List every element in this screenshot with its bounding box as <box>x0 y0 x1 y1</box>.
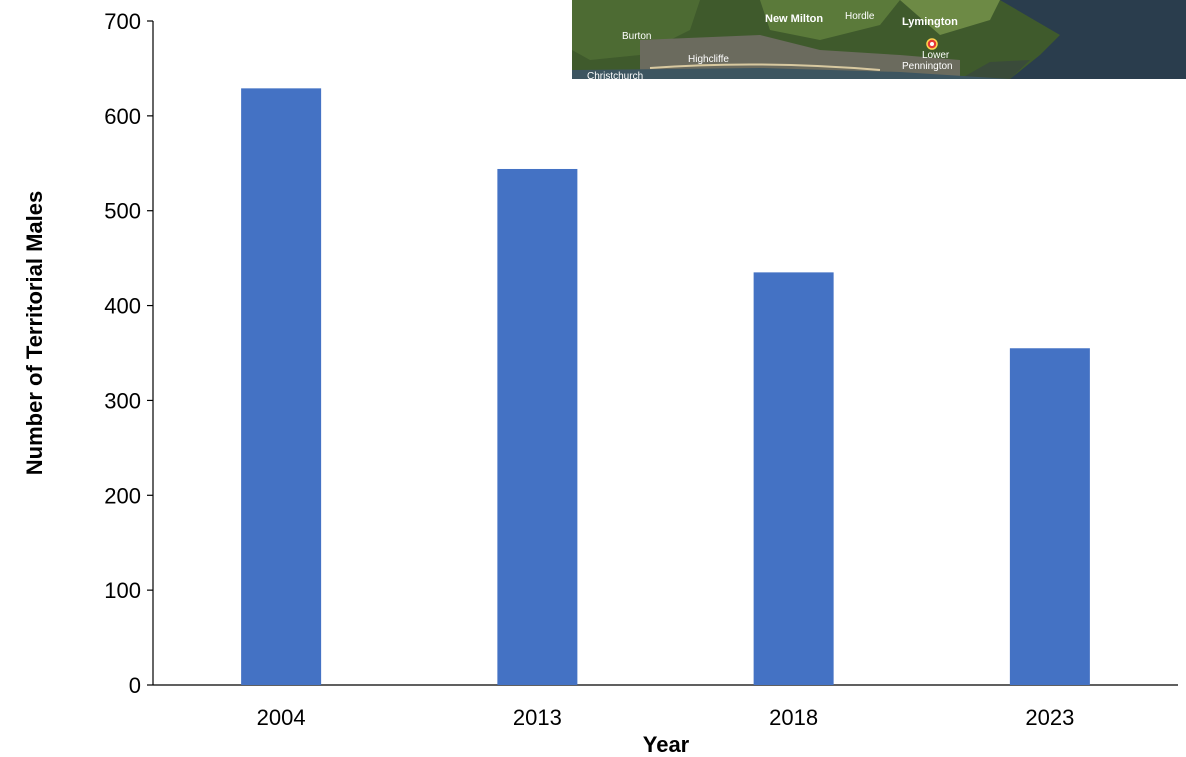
map-label-new-milton: New Milton <box>765 13 823 25</box>
y-tick-label: 200 <box>104 483 141 508</box>
bar-2023 <box>1009 348 1090 685</box>
map-label-lower-pennington: Lower Pennington <box>902 50 953 72</box>
y-tick-label: 0 <box>129 673 141 698</box>
y-tick-label: 700 <box>104 9 141 34</box>
bar-2004 <box>241 88 322 685</box>
map-inset: New Milton Hordle Burton Highcliffe Chri… <box>572 0 1186 82</box>
x-axis-title: Year <box>643 732 690 757</box>
map-label-hordle: Hordle <box>845 11 875 22</box>
map-label-highcliffe: Highcliffe <box>688 54 729 65</box>
map-pin-icon <box>926 38 938 50</box>
y-axis-ticks: 0 100 200 300 400 500 600 700 <box>104 9 153 698</box>
bar-2018 <box>753 272 834 685</box>
bar-2013 <box>497 168 578 685</box>
x-tick-label: 2023 <box>1025 705 1074 730</box>
y-tick-label: 400 <box>104 294 141 319</box>
x-tick-label: 2013 <box>513 705 562 730</box>
y-axis-title: Number of Territorial Males <box>22 191 47 475</box>
x-tick-label: 2004 <box>257 705 306 730</box>
x-tick-label: 2018 <box>769 705 818 730</box>
map-label-lymington: Lymington <box>902 16 958 28</box>
bars <box>241 88 1090 685</box>
y-tick-label: 300 <box>104 388 141 413</box>
map-label-burton: Burton <box>622 31 651 42</box>
y-tick-label: 600 <box>104 104 141 129</box>
map-label-christchurch: Christchurch <box>587 71 643 82</box>
y-tick-label: 500 <box>104 199 141 224</box>
x-axis-ticks: 2004 2013 2018 2023 <box>257 705 1075 730</box>
y-tick-label: 100 <box>104 578 141 603</box>
